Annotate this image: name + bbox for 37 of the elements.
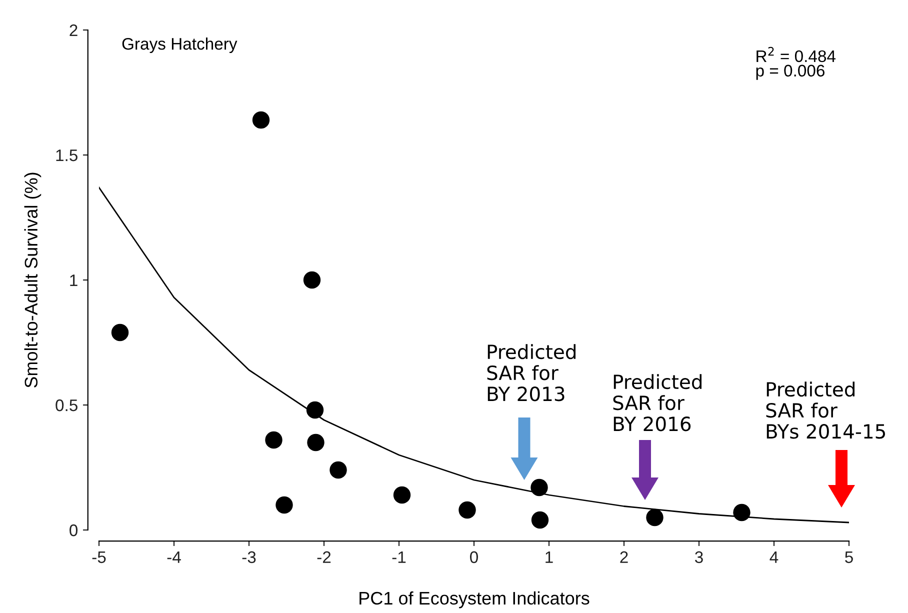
x-tick-label: -5	[92, 551, 106, 564]
point	[265, 431, 282, 449]
x-tick-label: 0	[470, 551, 478, 564]
y-tick-label: 2	[70, 24, 78, 36]
x-tick-label: -1	[392, 551, 406, 563]
y-tick-label: 1	[70, 274, 78, 286]
point	[111, 324, 129, 342]
point	[252, 111, 270, 129]
point	[458, 501, 476, 519]
x-tick-label: -2	[317, 551, 331, 563]
point	[393, 486, 411, 504]
chart-title: Grays Hatchery	[122, 38, 238, 54]
point	[307, 434, 324, 452]
point	[733, 504, 750, 522]
x-tick-label: 1	[546, 551, 553, 563]
annotation: Predicted SAR for BYs 2014-15	[766, 382, 886, 439]
y-tick-label: 1.5	[56, 150, 78, 162]
y-axis-title: Smolt-to-Adult Survival (%)	[24, 172, 42, 388]
annotation: Predicted SAR for BY 2013	[487, 344, 576, 402]
point	[330, 461, 347, 479]
x-tick-label: -3	[242, 551, 256, 564]
x-axis-title: PC1 of Ecosystem Indicators	[360, 591, 590, 608]
x-tick-label: -4	[167, 551, 181, 563]
x-tick-label: 2	[620, 551, 628, 563]
x-tick-label: 5	[845, 551, 853, 564]
point	[306, 401, 324, 419]
y-tick-label: 0	[70, 524, 78, 536]
x-tick-label: 4	[770, 551, 778, 563]
point	[531, 511, 549, 529]
annotation: Predicted SAR for BY 2016	[613, 374, 702, 432]
x-tick-label: 3	[695, 551, 703, 564]
y-tick-label: 0.5	[56, 399, 78, 412]
point	[276, 496, 293, 514]
annotation: R$^{2}$ = 0.484 p = 0.006	[756, 46, 836, 80]
point	[646, 508, 664, 526]
point	[303, 271, 321, 289]
point	[530, 478, 548, 496]
